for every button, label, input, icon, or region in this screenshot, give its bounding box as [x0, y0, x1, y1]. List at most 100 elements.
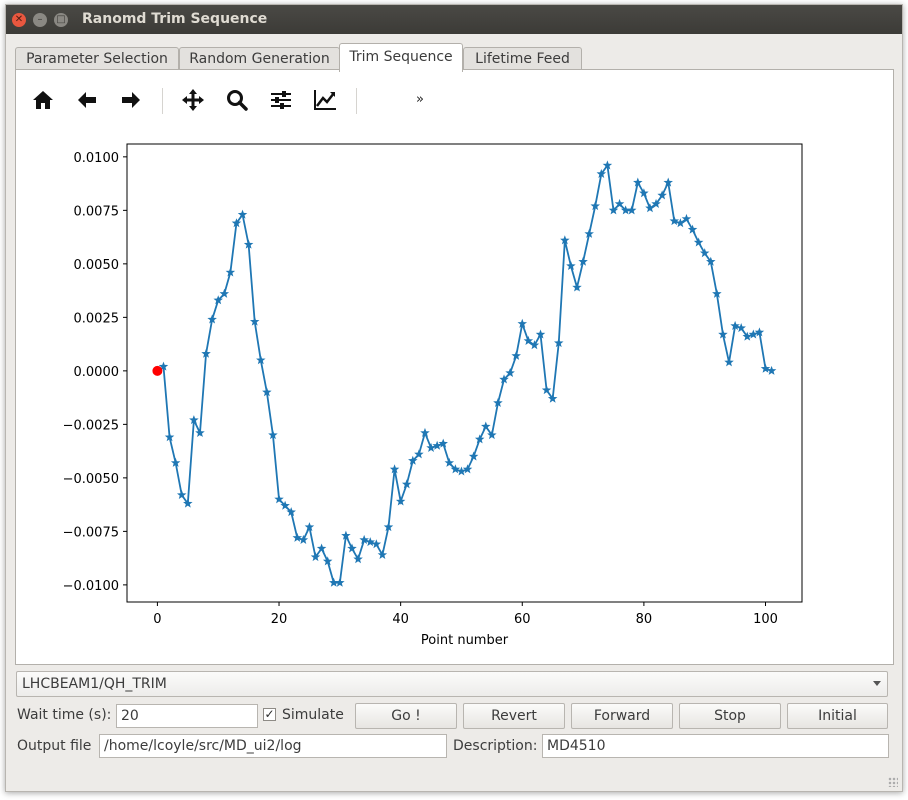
data-point — [535, 329, 546, 339]
data-point — [766, 365, 777, 375]
back-arrow-icon[interactable] — [69, 82, 105, 118]
data-point — [389, 464, 400, 474]
data-point — [243, 239, 254, 249]
plot-area — [126, 143, 803, 603]
tab-lifetime-feed[interactable]: Lifetime Feed — [463, 47, 582, 71]
data-point — [487, 430, 497, 440]
data-point — [529, 340, 540, 350]
data-point — [468, 451, 479, 461]
y-tick-label: 0.0100 — [74, 151, 120, 166]
simulate-label: Simulate — [282, 707, 344, 723]
data-point — [626, 205, 637, 215]
data-point — [560, 235, 570, 245]
data-point — [493, 397, 503, 408]
x-axis-label: Point number — [421, 633, 509, 648]
x-tick-label: 0 — [153, 612, 161, 627]
pan-icon[interactable] — [175, 82, 211, 118]
y-tick-label: −0.0100 — [63, 579, 119, 594]
data-point — [158, 361, 169, 371]
go-button[interactable]: Go ! — [355, 703, 457, 729]
revert-button[interactable]: Revert — [463, 703, 565, 729]
data-point — [730, 320, 740, 330]
wait-time-input[interactable] — [116, 704, 258, 728]
home-icon[interactable] — [25, 82, 61, 118]
data-point — [718, 329, 728, 339]
data-point — [237, 209, 248, 219]
data-point — [742, 331, 753, 341]
close-window-button[interactable]: ✕ — [12, 13, 26, 27]
data-point — [438, 438, 448, 448]
data-point — [262, 387, 272, 397]
data-point — [432, 440, 442, 450]
x-tick-label: 40 — [392, 612, 409, 627]
data-point — [651, 198, 661, 208]
data-point — [511, 350, 521, 360]
data-point — [316, 543, 327, 553]
data-point — [608, 205, 619, 215]
data-point — [584, 228, 594, 238]
data-point — [602, 160, 613, 170]
output-file-input[interactable] — [99, 734, 447, 758]
title-bar: ✕ – □ Ranomd Trim Sequence — [6, 5, 902, 34]
toolbar-overflow-button[interactable]: » — [416, 92, 424, 107]
data-point — [207, 314, 217, 324]
data-point — [213, 295, 223, 305]
tab-random-generation[interactable]: Random Generation — [179, 47, 340, 71]
data-point — [547, 393, 558, 403]
data-point — [280, 500, 290, 510]
resize-grip[interactable] — [888, 777, 898, 787]
data-point — [329, 577, 339, 587]
data-point — [669, 216, 680, 226]
description-input[interactable] — [542, 734, 889, 758]
axis-edit-icon[interactable] — [307, 82, 343, 118]
data-point — [353, 554, 363, 564]
toolbar-separator — [162, 88, 163, 114]
parameter-combo[interactable]: LHCBEAM1/QH_TRIM — [16, 671, 888, 697]
data-point — [408, 455, 418, 465]
zoom-icon[interactable] — [219, 82, 255, 118]
x-tick-label: 20 — [271, 612, 288, 627]
tab-trim-sequence[interactable]: Trim Sequence — [339, 43, 463, 72]
data-point — [541, 385, 552, 395]
data-point — [347, 543, 357, 553]
simulate-checkbox[interactable]: ✓ — [263, 707, 276, 721]
data-point — [578, 256, 588, 266]
data-point — [359, 534, 369, 544]
subplots-config-icon[interactable] — [263, 82, 299, 118]
data-point — [663, 177, 673, 187]
data-point — [365, 537, 375, 547]
forward-arrow-icon[interactable] — [113, 82, 149, 118]
data-point — [383, 522, 394, 532]
maximize-window-button[interactable]: □ — [54, 13, 68, 27]
data-point — [249, 316, 260, 326]
data-point — [633, 177, 643, 187]
data-point — [620, 205, 631, 215]
trim-sequence-panel: » 0 20 40 60 80 100 −0.0100 −0.0075 −0.0050 −0.00… — [15, 69, 894, 665]
data-point — [274, 494, 284, 504]
minimize-window-button[interactable]: – — [33, 13, 47, 27]
data-point — [481, 421, 491, 431]
data-point — [724, 357, 734, 367]
current-point-marker — [152, 365, 163, 376]
toolbar-separator — [356, 88, 357, 114]
data-point — [754, 327, 765, 337]
initial-button[interactable]: Initial — [787, 703, 888, 729]
data-point — [657, 190, 667, 200]
data-point — [748, 329, 759, 339]
data-point — [310, 552, 321, 562]
tab-parameter-selection[interactable]: Parameter Selection — [15, 47, 179, 71]
data-point — [231, 218, 242, 228]
stop-button[interactable]: Stop — [679, 703, 781, 729]
data-point — [499, 374, 509, 384]
data-point — [292, 532, 303, 542]
x-tick-label: 80 — [636, 612, 653, 627]
data-point — [341, 530, 351, 540]
chevron-down-icon — [873, 681, 881, 686]
data-point — [298, 534, 309, 544]
data-point — [444, 457, 455, 467]
trim-sequence-chart[interactable]: 0 20 40 60 80 100 −0.0100 −0.0075 −0.0050 −0.0025… — [16, 70, 893, 664]
data-point — [164, 432, 175, 442]
forward-button[interactable]: Forward — [571, 703, 673, 729]
data-point — [219, 288, 230, 298]
data-point — [693, 237, 704, 247]
